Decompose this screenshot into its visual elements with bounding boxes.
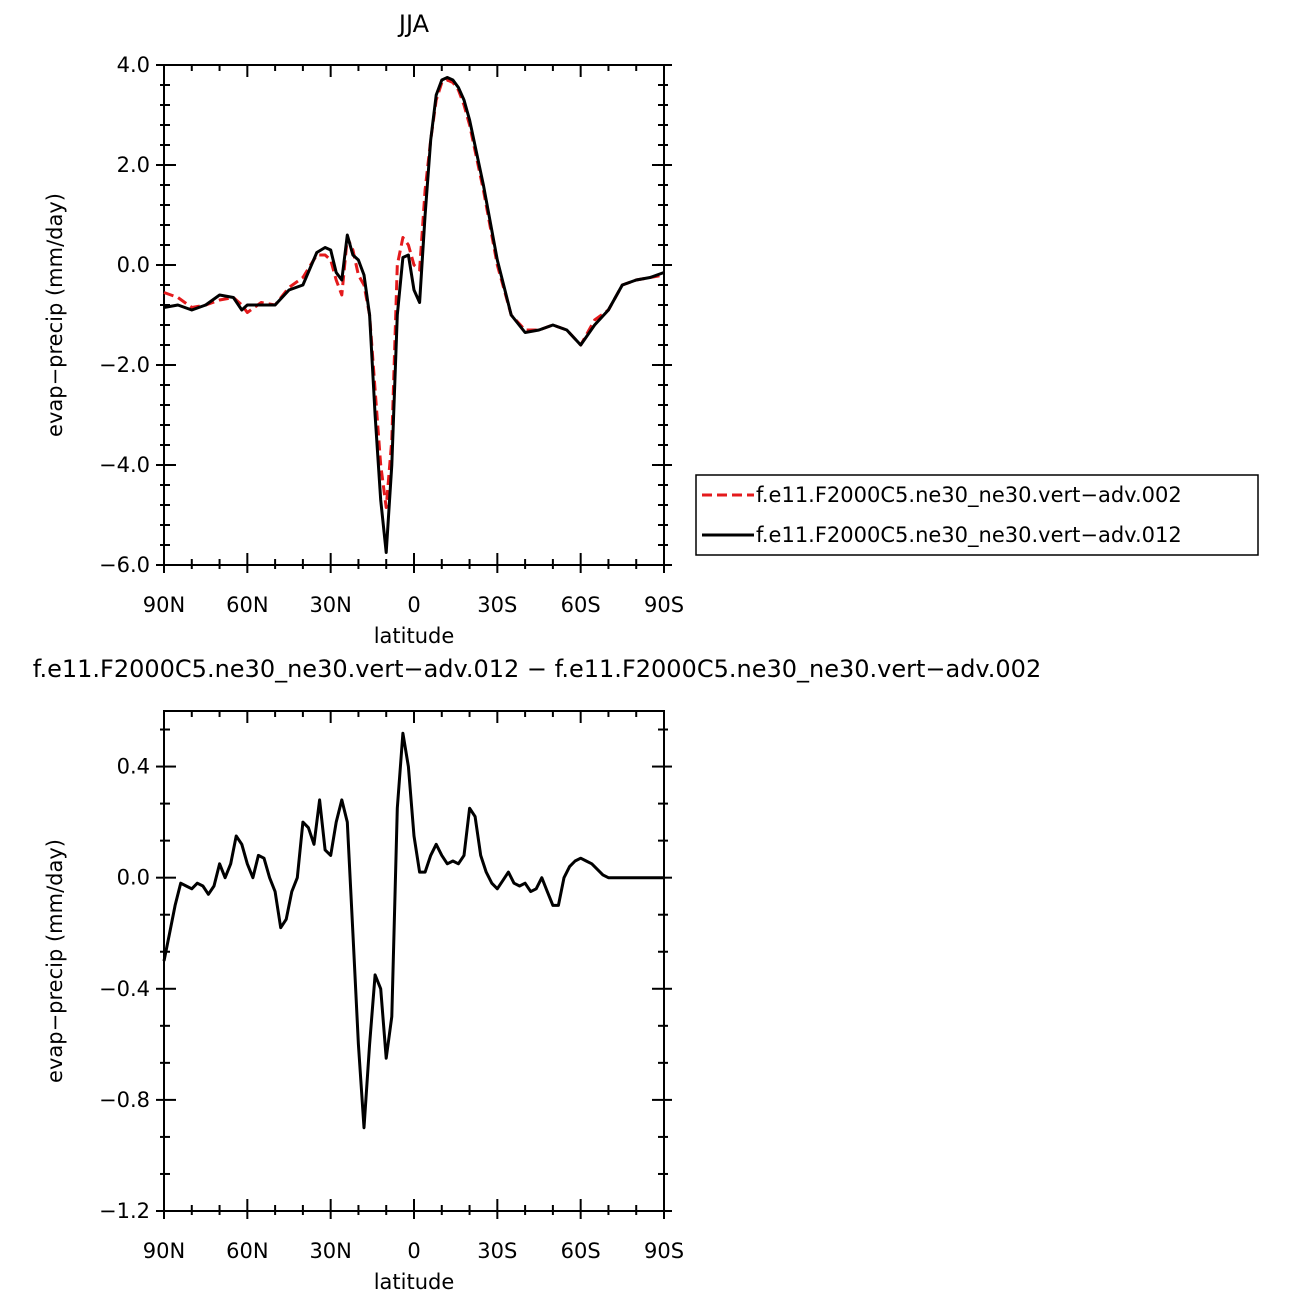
x-tick-label: 60N xyxy=(226,1239,268,1263)
x-tick-label: 30N xyxy=(309,1239,351,1263)
y-tick-label: −1.2 xyxy=(99,1199,150,1223)
y-tick-label: 2.0 xyxy=(117,153,150,177)
legend-entry-2: f.e11.F2000C5.ne30_ne30.vert−adv.012 xyxy=(756,523,1182,548)
y-tick-label: 0.0 xyxy=(117,866,150,890)
chart-title: f.e11.F2000C5.ne30_ne30.vert−adv.012 − f… xyxy=(33,655,1041,683)
chart-title: JJA xyxy=(397,10,430,38)
y-tick-label: −0.8 xyxy=(99,1088,150,1112)
x-tick-label: 90S xyxy=(644,1239,684,1263)
x-tick-label: 60S xyxy=(561,593,601,617)
y-tick-label: −0.4 xyxy=(99,977,150,1001)
y-tick-label: 0.0 xyxy=(117,253,150,277)
y-axis-label: evap−precip (mm/day) xyxy=(43,839,67,1083)
x-tick-label: 30N xyxy=(309,593,351,617)
legend-box xyxy=(695,474,1259,556)
x-axis-label: latitude xyxy=(374,1270,455,1294)
legend-entry-1: f.e11.F2000C5.ne30_ne30.vert−adv.002 xyxy=(756,483,1182,508)
y-tick-label: −4.0 xyxy=(99,453,150,477)
x-tick-label: 90S xyxy=(644,593,684,617)
x-axis-label: latitude xyxy=(374,624,455,648)
x-tick-label: 90N xyxy=(143,593,185,617)
plot-frame-2 xyxy=(163,710,665,1212)
x-tick-label: 60N xyxy=(226,593,268,617)
series-line-1 xyxy=(163,78,665,509)
x-tick-label: 60S xyxy=(561,1239,601,1263)
y-tick-label: 4.0 xyxy=(117,53,150,77)
y-tick-label: 0.4 xyxy=(117,755,150,779)
series-line-1 xyxy=(162,731,664,1130)
y-tick-label: −6.0 xyxy=(99,553,150,577)
x-tick-label: 30S xyxy=(477,1239,517,1263)
x-tick-label: 0 xyxy=(407,1239,420,1263)
x-tick-label: 90N xyxy=(143,1239,185,1263)
y-axis-label: evap−precip (mm/day) xyxy=(43,193,67,437)
series-line-2 xyxy=(163,76,665,554)
x-tick-label: 0 xyxy=(407,593,420,617)
x-tick-label: 30S xyxy=(477,593,517,617)
plot-frame-1 xyxy=(163,64,665,566)
y-tick-label: −2.0 xyxy=(99,353,150,377)
